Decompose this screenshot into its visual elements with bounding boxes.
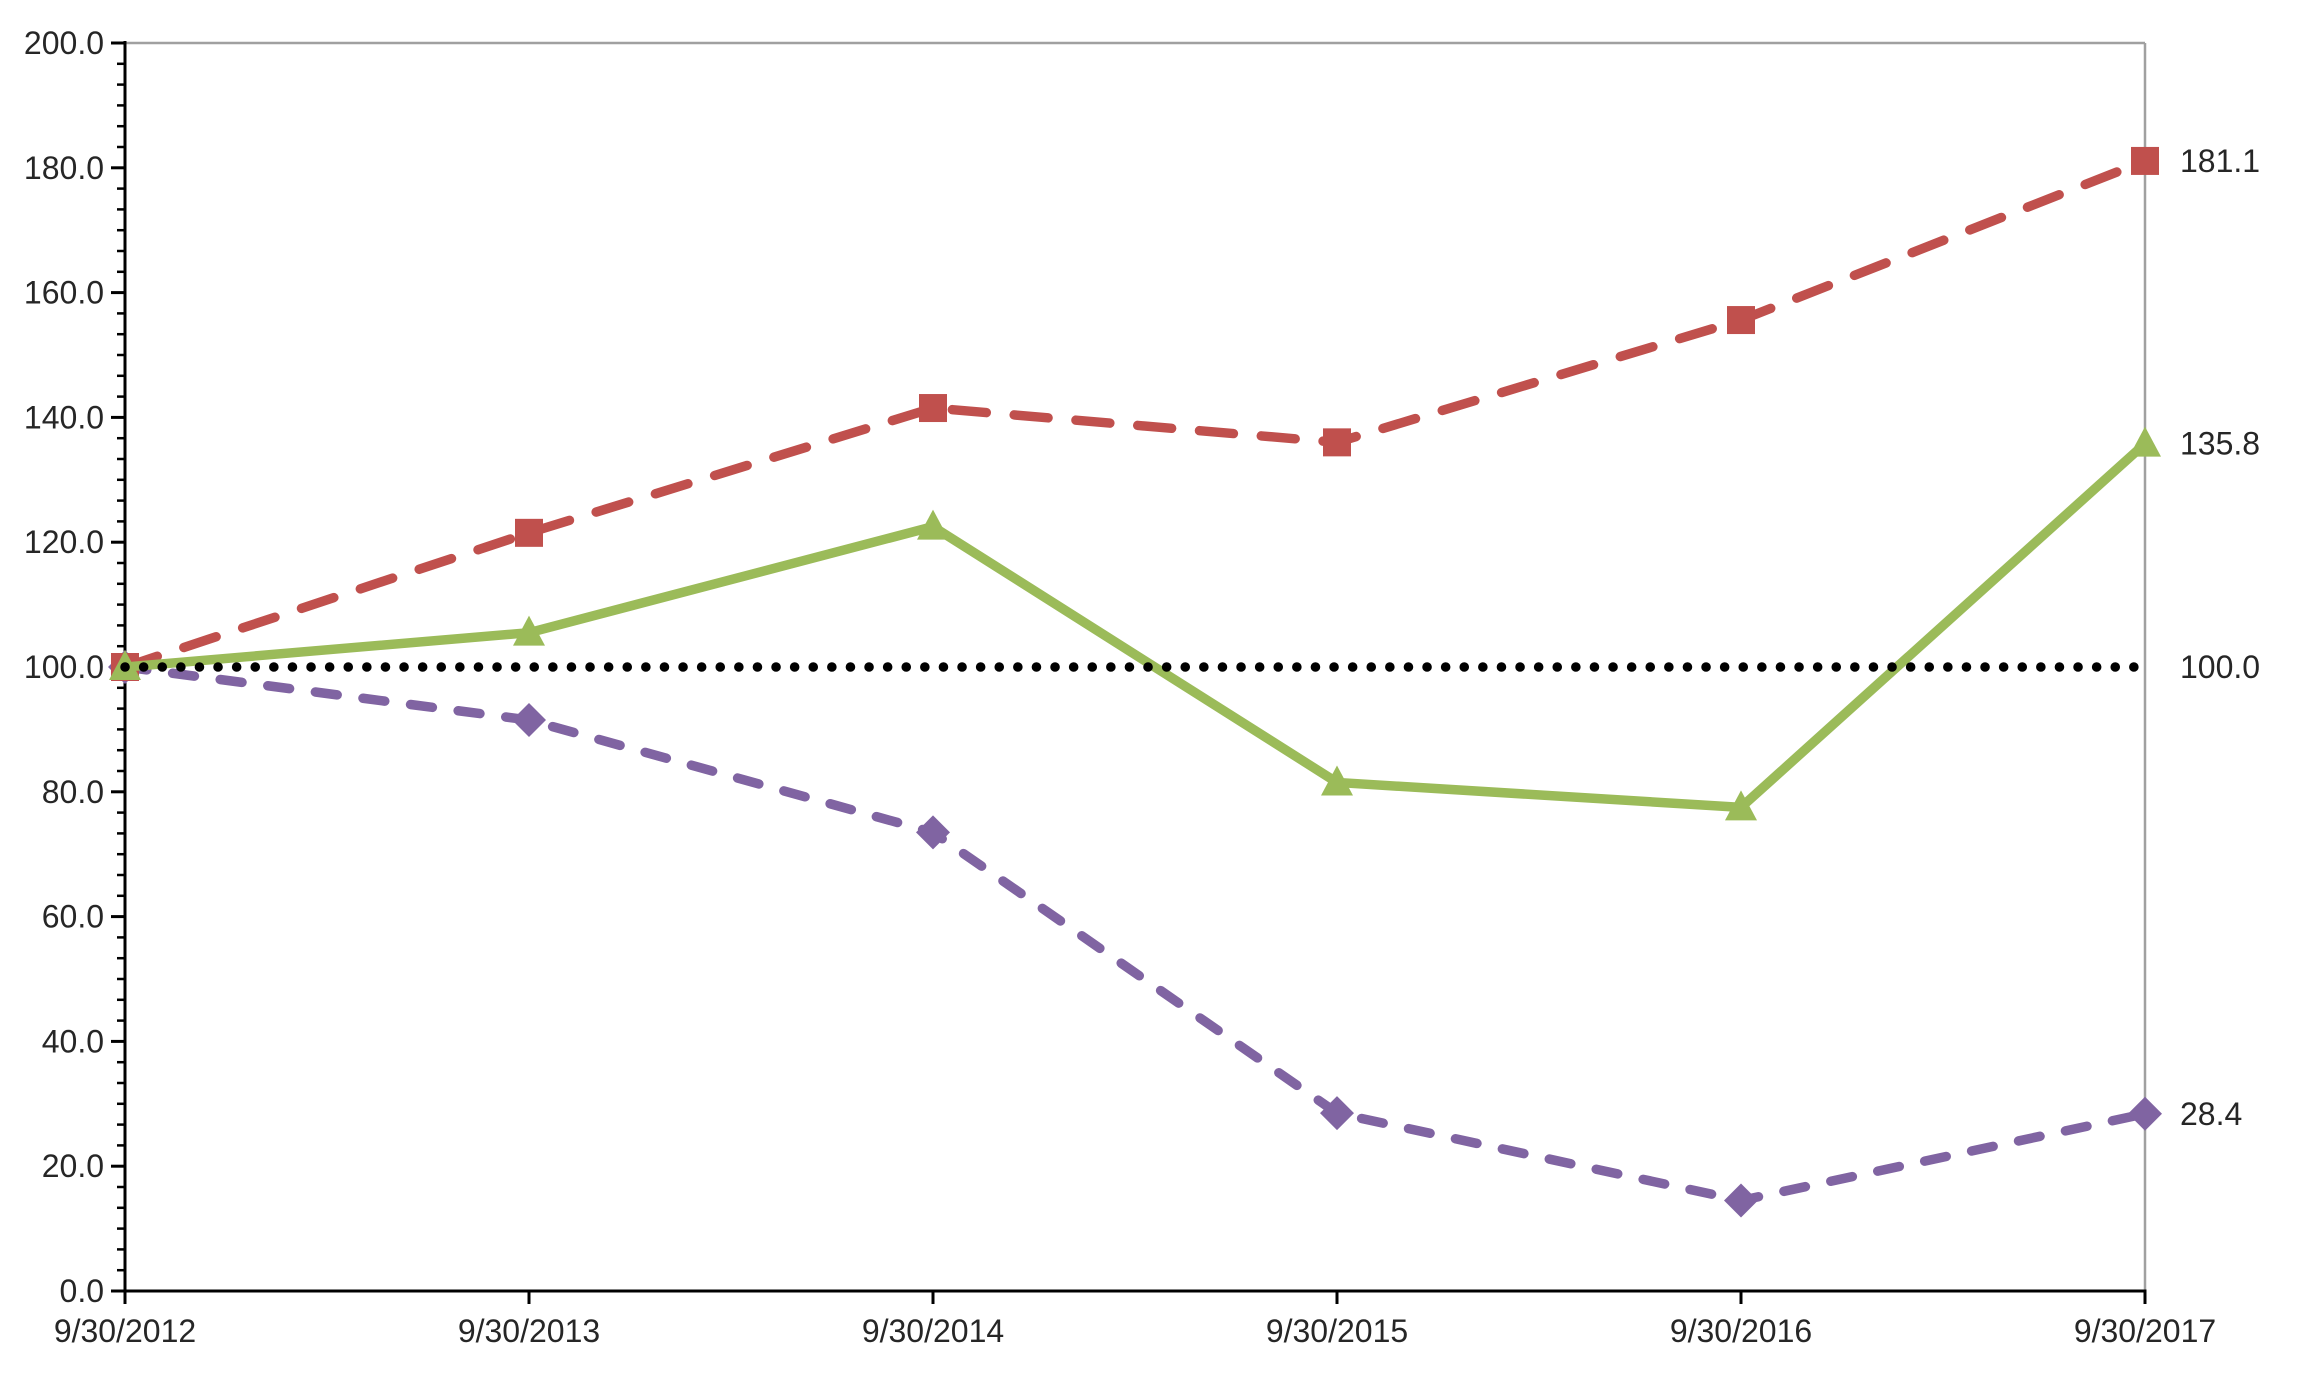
x-axis-tick-label: 9/30/2013	[458, 1313, 600, 1349]
series-end-value-label: 135.8	[2180, 426, 2260, 462]
y-axis-tick-label: 140.0	[24, 399, 104, 435]
x-axis-tick-label: 9/30/2017	[2074, 1313, 2216, 1349]
y-axis-tick-label: 40.0	[42, 1023, 104, 1059]
triangle-marker	[513, 615, 545, 646]
y-axis-tick-label: 20.0	[42, 1148, 104, 1184]
square-marker	[2131, 146, 2159, 175]
square-marker	[515, 518, 543, 547]
y-axis-tick-label: 100.0	[24, 649, 104, 685]
x-axis-tick-label: 9/30/2014	[862, 1313, 1004, 1349]
y-axis-tick-label: 0.0	[60, 1273, 104, 1309]
series-end-value-label: 100.0	[2180, 649, 2260, 685]
triangle-marker	[1725, 790, 1757, 821]
y-axis-tick-label: 160.0	[24, 275, 104, 311]
x-axis-tick-label: 9/30/2012	[54, 1313, 196, 1349]
triangle-marker	[917, 509, 949, 540]
square-marker	[1727, 306, 1755, 335]
square-marker	[919, 394, 947, 423]
series-line-green-solid-triangles	[120, 438, 2150, 813]
y-axis-tick-label: 180.0	[24, 150, 104, 186]
diamond-marker	[1320, 1096, 1354, 1131]
square-marker	[1323, 428, 1351, 457]
y-axis-tick-label: 60.0	[42, 899, 104, 935]
diamond-marker	[1724, 1183, 1758, 1218]
series-line-purple-dashed-diamonds	[120, 662, 2150, 1206]
series-end-value-label: 181.1	[2180, 143, 2260, 179]
y-axis-tick-label: 120.0	[24, 524, 104, 560]
series-line-red-dashed-squares	[120, 156, 2150, 672]
x-axis-tick-label: 9/30/2015	[1266, 1313, 1408, 1349]
diamond-marker	[2128, 1096, 2162, 1131]
triangle-marker	[2129, 426, 2161, 457]
diamond-marker	[916, 815, 950, 850]
triangle-marker	[1321, 765, 1353, 796]
diamond-marker	[512, 703, 546, 738]
x-axis-tick-label: 9/30/2016	[1670, 1313, 1812, 1349]
series-end-value-label: 28.4	[2180, 1096, 2242, 1132]
y-axis-tick-label: 80.0	[42, 774, 104, 810]
y-axis-tick-label: 200.0	[24, 25, 104, 61]
